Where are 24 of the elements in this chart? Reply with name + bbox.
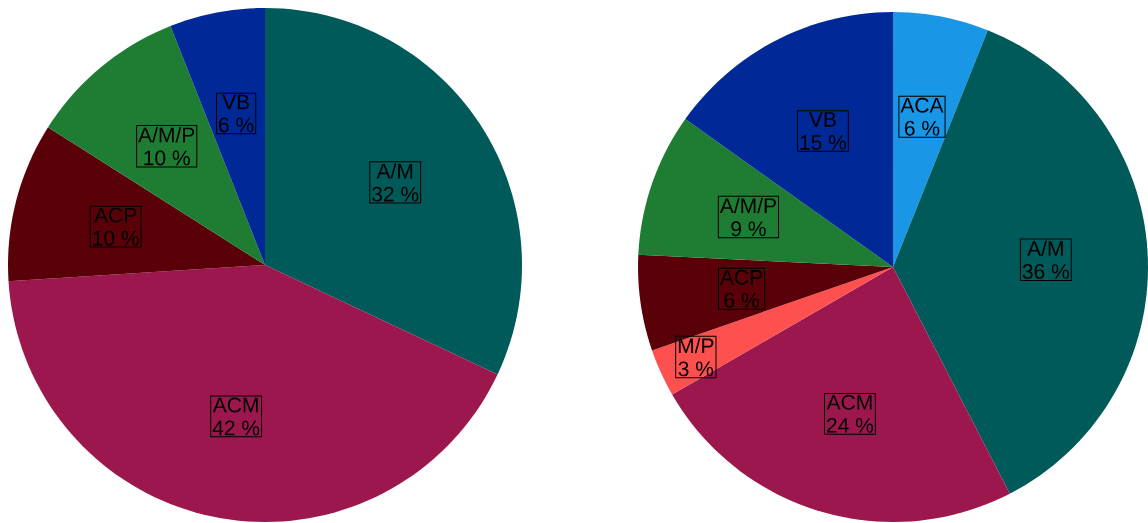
slice-label: ACP bbox=[94, 207, 137, 223]
data-label: 10 % bbox=[93, 230, 139, 246]
slice-label: VB bbox=[222, 94, 250, 110]
slice-label: VB bbox=[809, 112, 836, 127]
slice-label: A/M bbox=[1027, 240, 1063, 256]
slice-label: A/M bbox=[376, 163, 413, 179]
data-label: 32 % bbox=[372, 186, 419, 202]
slice-label: A/M/P bbox=[138, 126, 195, 143]
slice-label: M/P bbox=[678, 337, 714, 354]
data-label: 9 % bbox=[731, 221, 766, 237]
data-label: 6 % bbox=[724, 292, 759, 308]
data-label: 36 % bbox=[1022, 264, 1069, 279]
data-label: 15 % bbox=[800, 135, 847, 150]
data-label: 10 % bbox=[144, 150, 190, 166]
data-label: 42 % bbox=[212, 420, 260, 436]
slice-label: ACP bbox=[720, 269, 763, 285]
data-label: 3 % bbox=[678, 361, 714, 377]
slice-label: ACM bbox=[826, 394, 872, 410]
data-label: 6 % bbox=[219, 117, 254, 133]
slice-label: ACA bbox=[900, 97, 944, 113]
slice-label: A/M/P bbox=[719, 197, 776, 214]
data-label: 6 % bbox=[904, 120, 940, 136]
data-label: 24 % bbox=[827, 417, 874, 433]
slice-label: ACM bbox=[212, 397, 258, 413]
